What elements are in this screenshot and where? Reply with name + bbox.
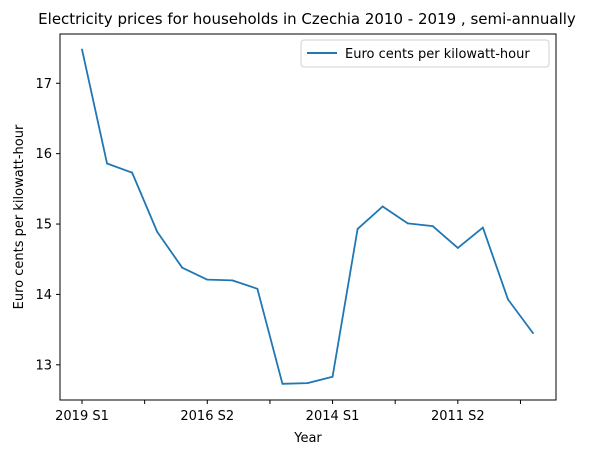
data-point bbox=[106, 162, 108, 165]
data-point bbox=[306, 382, 309, 385]
data-point bbox=[356, 228, 359, 230]
data-point bbox=[131, 171, 134, 174]
y-tick-label: 14 bbox=[35, 288, 52, 303]
plot-area bbox=[81, 48, 534, 385]
legend: Euro cents per kilowatt-hour bbox=[300, 39, 550, 68]
data-point bbox=[331, 375, 334, 378]
x-axis-label: Year bbox=[293, 431, 322, 446]
axes-frame bbox=[59, 33, 557, 401]
data-point bbox=[256, 287, 259, 290]
data-point bbox=[406, 222, 409, 225]
data-point bbox=[481, 226, 484, 229]
legend-label: Euro cents per kilowatt-hour bbox=[345, 47, 530, 62]
legend-box bbox=[300, 39, 550, 68]
y-tick-label: 16 bbox=[35, 147, 52, 162]
y-tick-label: 15 bbox=[35, 218, 52, 233]
data-point bbox=[281, 382, 284, 385]
x-axis: 2019 S1 2016 S2 2014 S1 2011 S2 bbox=[55, 400, 521, 424]
y-axis-label: Euro cents per kilowatt-hour bbox=[12, 124, 27, 309]
data-point bbox=[507, 298, 509, 301]
data-point bbox=[532, 332, 534, 335]
x-tick-label: 2016 S2 bbox=[180, 409, 234, 424]
x-tick-label: 2011 S2 bbox=[431, 409, 485, 424]
data-point bbox=[181, 266, 184, 269]
series-line bbox=[81, 49, 534, 385]
x-tick-label: 2019 S1 bbox=[55, 409, 109, 424]
data-point bbox=[381, 205, 384, 208]
data-point bbox=[156, 230, 159, 233]
y-axis: 13 14 15 16 17 bbox=[35, 77, 60, 373]
data-point bbox=[231, 279, 234, 282]
y-tick-label: 13 bbox=[35, 358, 52, 373]
chart-title: Electricity prices for households in Cze… bbox=[38, 10, 576, 28]
data-point bbox=[456, 247, 459, 249]
x-tick-label: 2014 S1 bbox=[306, 409, 360, 424]
data-point bbox=[81, 48, 83, 51]
y-tick-label: 17 bbox=[35, 77, 52, 92]
data-point bbox=[206, 278, 209, 281]
data-point bbox=[431, 225, 434, 228]
